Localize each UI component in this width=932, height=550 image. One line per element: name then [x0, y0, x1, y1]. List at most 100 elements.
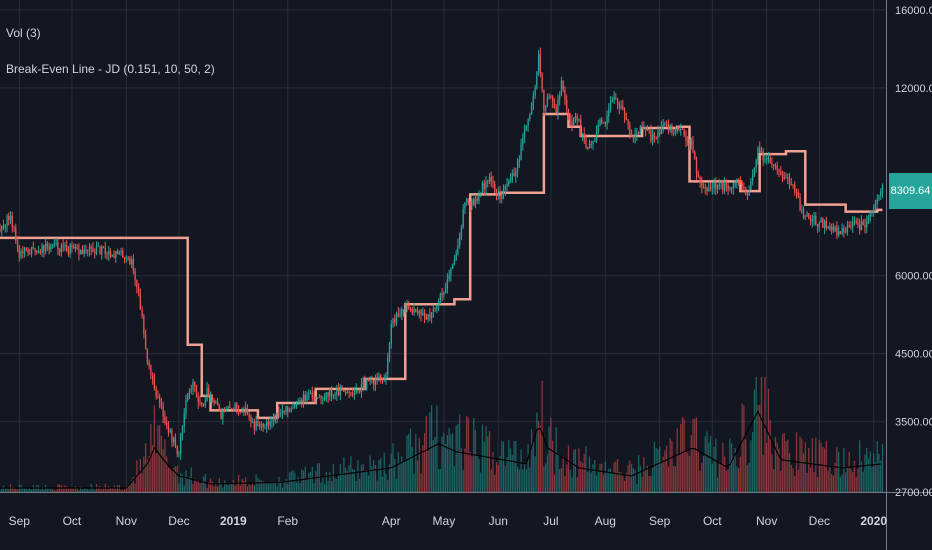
volume-bar: [518, 469, 520, 492]
volume-bar: [413, 473, 415, 492]
candle-body: [409, 308, 412, 310]
candle-body: [720, 181, 722, 184]
candle-body: [518, 159, 520, 163]
volume-bar: [76, 487, 78, 492]
volume-bar: [173, 467, 175, 492]
candle-body: [362, 381, 364, 385]
candle-body: [546, 97, 549, 107]
volume-bar: [232, 480, 234, 492]
candle-body: [843, 228, 845, 232]
candle-body: [374, 377, 377, 385]
candle-body: [288, 411, 291, 413]
volume-bar: [669, 438, 671, 492]
volume-bar: [732, 456, 734, 492]
volume-bar: [594, 459, 596, 492]
volume-bar: [604, 461, 606, 492]
candle-body: [260, 423, 263, 427]
volume-bar: [176, 466, 178, 492]
candle-body: [441, 293, 443, 295]
volume-bar: [67, 488, 70, 492]
candle-body: [71, 245, 73, 248]
candle-body: [13, 226, 15, 228]
volume-bar: [752, 432, 754, 492]
volume-bar: [94, 489, 96, 492]
volume-bar: [248, 483, 250, 492]
volume-bar: [332, 464, 334, 492]
candle-body: [343, 390, 345, 392]
price-tick-label: 3500.00: [895, 417, 932, 429]
volume-bar: [467, 417, 470, 492]
volume-bar: [167, 467, 170, 492]
candle-body: [402, 309, 405, 311]
volume-bar: [320, 482, 322, 492]
volume-legend[interactable]: Vol (3): [6, 26, 41, 40]
volume-bar: [223, 480, 226, 492]
candle-body: [267, 421, 270, 426]
volume-bar: [471, 456, 473, 492]
volume-bar: [515, 440, 517, 492]
volume-bar: [662, 456, 664, 492]
candle-body: [239, 412, 242, 414]
candle-body: [348, 391, 350, 393]
candle-body: [739, 181, 742, 183]
candle-body: [139, 292, 142, 310]
candle-body: [20, 251, 22, 257]
candle-body: [346, 391, 349, 394]
candle-body: [799, 196, 801, 210]
candle-body: [469, 203, 471, 206]
volume-bar: [799, 436, 801, 492]
candle-body: [199, 402, 201, 404]
candle-body: [387, 358, 389, 375]
volume-bar: [818, 439, 820, 492]
volume-bar: [101, 489, 103, 492]
candle-body: [859, 224, 861, 231]
time-tick-label: 2019: [220, 514, 247, 528]
candle-body: [48, 245, 50, 250]
volume-bar: [718, 461, 720, 492]
volume-bar: [108, 485, 110, 492]
candle-body: [83, 249, 85, 254]
volume-bar: [215, 483, 217, 492]
candle-body: [192, 381, 194, 390]
candle-body: [646, 129, 649, 131]
volume-bar: [0, 490, 1, 492]
volume-bar: [323, 484, 326, 492]
volume-bar: [429, 412, 431, 492]
candle-body: [722, 181, 724, 191]
volume-bar: [266, 483, 268, 492]
volume-bar: [683, 418, 685, 492]
candle-body: [369, 378, 371, 380]
volume-bar: [41, 486, 43, 492]
time-tick-label: Nov: [116, 514, 137, 528]
volume-bar: [134, 483, 136, 492]
volume-bar: [297, 477, 299, 492]
candle-body: [244, 408, 247, 413]
volume-bar: [567, 445, 570, 492]
volume-bar: [381, 476, 384, 492]
volume-bar: [37, 485, 40, 492]
candle-body: [453, 259, 456, 265]
volume-bar: [69, 487, 71, 492]
volume-bar: [409, 428, 412, 492]
volume-bar: [13, 486, 15, 492]
candle-body: [341, 386, 343, 391]
volume-bar: [246, 486, 248, 492]
candle-body: [367, 379, 370, 381]
candle-body: [762, 151, 764, 161]
volume-bar: [652, 468, 654, 492]
volume-bar: [559, 468, 561, 492]
volume-bar: [699, 470, 701, 492]
volume-bar: [155, 452, 157, 492]
candle-body: [718, 183, 720, 186]
candle-body: [785, 177, 787, 179]
candle-body: [401, 309, 403, 315]
volume-bar: [583, 453, 585, 492]
candle-body: [759, 147, 761, 153]
candle-body: [316, 397, 319, 399]
volume-bar: [383, 452, 385, 492]
volume-bar: [145, 443, 147, 492]
candle-body: [58, 249, 61, 252]
break-even-legend[interactable]: Break-Even Line - JD (0.151, 10, 50, 2): [6, 62, 215, 76]
candle-body: [506, 184, 508, 187]
candle-body: [160, 402, 163, 407]
